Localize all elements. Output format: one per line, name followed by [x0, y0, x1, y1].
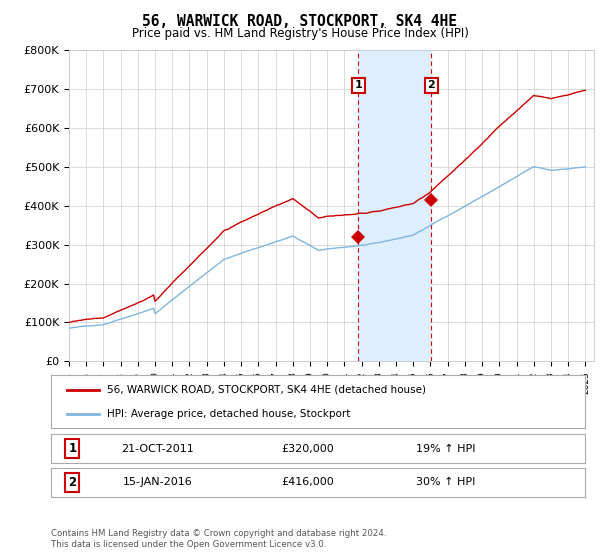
Bar — [358, 50, 431, 361]
Text: 2: 2 — [68, 475, 76, 489]
Text: 56, WARWICK ROAD, STOCKPORT, SK4 4HE (detached house): 56, WARWICK ROAD, STOCKPORT, SK4 4HE (de… — [107, 385, 426, 395]
Text: 15-JAN-2016: 15-JAN-2016 — [123, 477, 193, 487]
Text: £416,000: £416,000 — [281, 477, 334, 487]
Text: 2: 2 — [427, 81, 435, 90]
Text: 1: 1 — [355, 81, 362, 90]
Text: £320,000: £320,000 — [281, 444, 334, 454]
Text: 21-OCT-2011: 21-OCT-2011 — [121, 444, 194, 454]
Text: 56, WARWICK ROAD, STOCKPORT, SK4 4HE: 56, WARWICK ROAD, STOCKPORT, SK4 4HE — [143, 14, 458, 29]
Text: 19% ↑ HPI: 19% ↑ HPI — [416, 444, 476, 454]
Text: 1: 1 — [68, 442, 76, 455]
Text: Contains HM Land Registry data © Crown copyright and database right 2024.
This d: Contains HM Land Registry data © Crown c… — [51, 529, 386, 549]
Text: 30% ↑ HPI: 30% ↑ HPI — [416, 477, 476, 487]
Text: Price paid vs. HM Land Registry's House Price Index (HPI): Price paid vs. HM Land Registry's House … — [131, 27, 469, 40]
Text: HPI: Average price, detached house, Stockport: HPI: Average price, detached house, Stoc… — [107, 409, 350, 419]
